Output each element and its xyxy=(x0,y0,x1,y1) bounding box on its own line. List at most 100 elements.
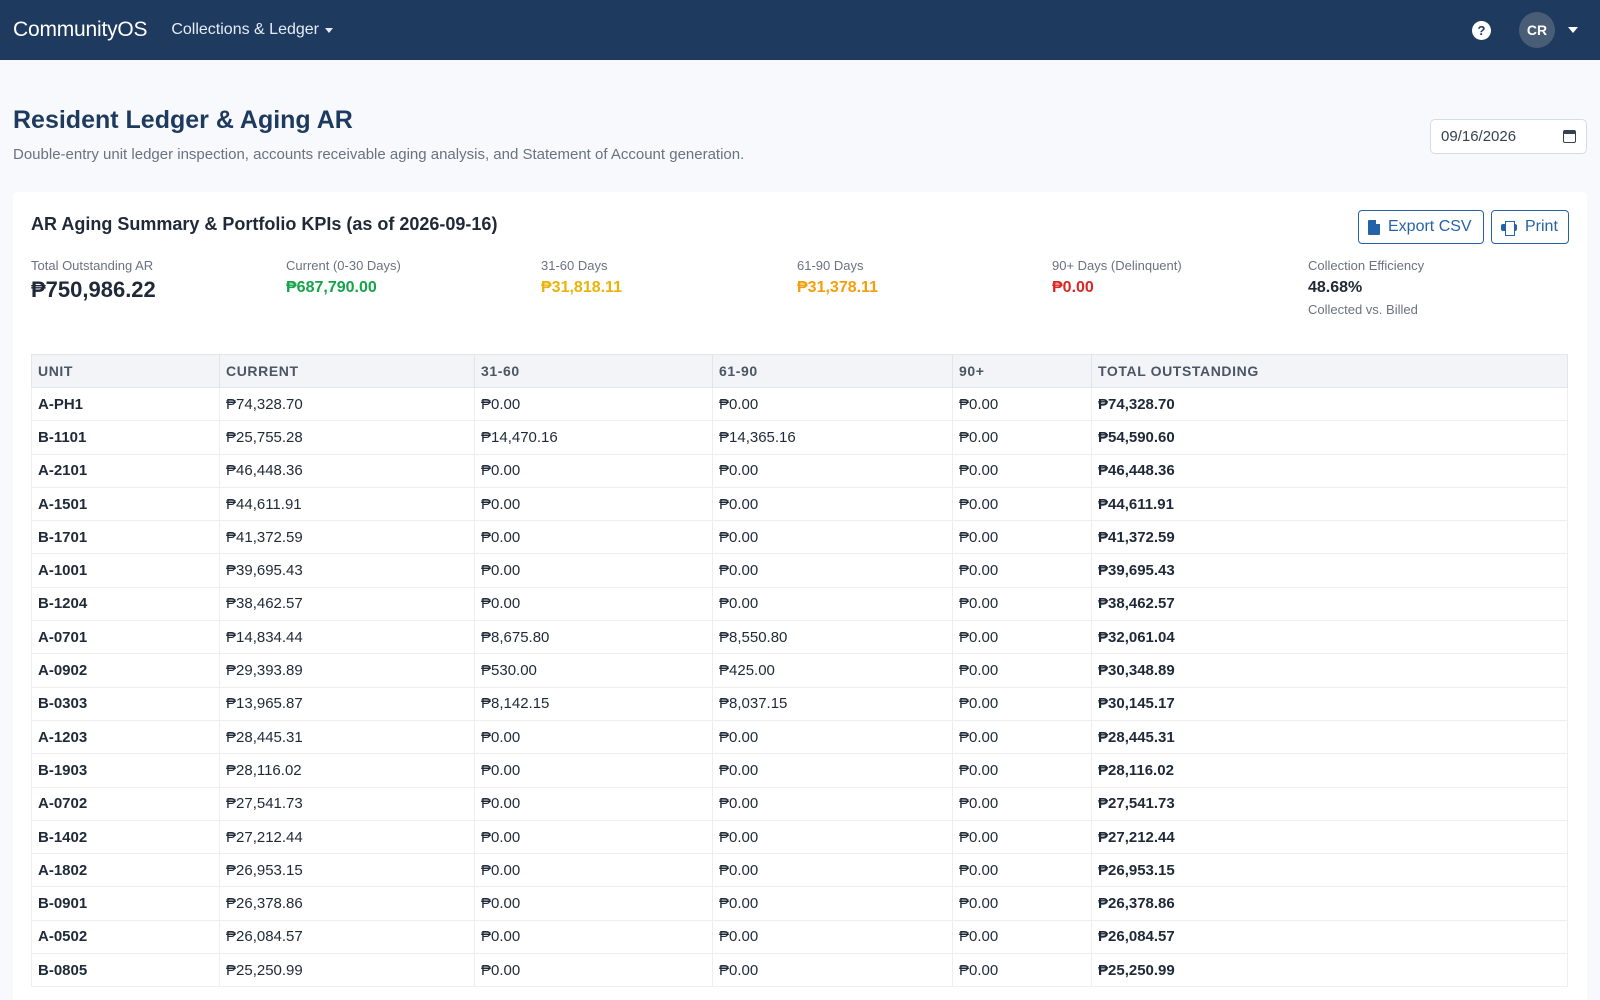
current-cell: ₱13,965.87 xyxy=(219,686,475,721)
days-90-plus-cell: ₱0.00 xyxy=(952,819,1092,855)
navbar-right: ? CR xyxy=(1472,0,1578,60)
days-31-60-cell: ₱0.00 xyxy=(474,819,713,855)
days-31-60-cell: ₱8,142.15 xyxy=(474,686,713,721)
kpi-value: ₱0.00 xyxy=(1052,279,1094,296)
table-row[interactable]: B-1903 ₱28,116.02 ₱0.00 ₱0.00 ₱0.00 ₱28,116.0… xyxy=(31,753,1568,788)
as-of-date-input[interactable]: 09/16/2026 xyxy=(1430,119,1587,154)
table-row[interactable]: B-1701 ₱41,372.59 ₱0.00 ₱0.00 ₱0.00 ₱41,372.5… xyxy=(31,520,1568,555)
calendar-icon[interactable] xyxy=(1563,130,1576,143)
current-cell: ₱26,953.15 xyxy=(219,853,475,888)
export-csv-button[interactable]: Export CSV xyxy=(1358,210,1484,244)
total-outstanding-cell: ₱74,328.70 xyxy=(1091,386,1568,422)
current-cell: ₱26,378.86 xyxy=(219,886,475,921)
unit-cell: A-0702 xyxy=(31,786,220,821)
column-header-61-90[interactable]: 61-90 xyxy=(712,354,953,388)
kpi-sub: Collected vs. Billed xyxy=(1308,302,1418,317)
table-row[interactable]: A-1203 ₱28,445.31 ₱0.00 ₱0.00 ₱0.00 ₱28,445.3… xyxy=(31,719,1568,755)
current-cell: ₱27,541.73 xyxy=(219,786,475,821)
days-31-60-cell: ₱0.00 xyxy=(474,786,713,821)
total-outstanding-cell: ₱26,953.15 xyxy=(1091,853,1568,888)
table-row[interactable]: A-0502 ₱26,084.57 ₱0.00 ₱0.00 ₱0.00 ₱26,084.5… xyxy=(31,919,1568,955)
page-title: Resident Ledger & Aging AR xyxy=(13,106,353,134)
total-outstanding-cell: ₱30,145.17 xyxy=(1091,686,1568,721)
days-90-plus-cell: ₱0.00 xyxy=(952,653,1092,688)
unit-cell: B-1701 xyxy=(31,520,220,555)
kpi-label: Collection Efficiency xyxy=(1308,258,1425,273)
days-61-90-cell: ₱0.00 xyxy=(712,386,953,422)
table-row[interactable]: B-1402 ₱27,212.44 ₱0.00 ₱0.00 ₱0.00 ₱27,212.4… xyxy=(31,819,1568,855)
unit-cell: A-PH1 xyxy=(31,386,220,422)
export-csv-label: Export CSV xyxy=(1388,218,1472,235)
current-cell: ₱14,834.44 xyxy=(219,620,475,655)
days-90-plus-cell: ₱0.00 xyxy=(952,453,1092,488)
days-61-90-cell: ₱0.00 xyxy=(712,486,953,522)
days-61-90-cell: ₱0.00 xyxy=(712,586,953,622)
avatar[interactable]: CR xyxy=(1519,12,1555,48)
print-label: Print xyxy=(1525,218,1558,235)
csv-file-icon xyxy=(1368,219,1380,235)
table-row[interactable]: A-0701 ₱14,834.44 ₱8,675.80 ₱8,550.80 ₱0.00 ₱… xyxy=(31,620,1568,655)
days-61-90-cell: ₱0.00 xyxy=(712,520,953,555)
unit-cell: B-0303 xyxy=(31,686,220,721)
kpi-value: ₱31,378.11 xyxy=(797,279,878,296)
days-61-90-cell: ₱8,037.15 xyxy=(712,686,953,721)
days-61-90-cell: ₱0.00 xyxy=(712,786,953,821)
days-90-plus-cell: ₱0.00 xyxy=(952,886,1092,921)
total-outstanding-cell: ₱25,250.99 xyxy=(1091,953,1568,988)
column-header-31-60[interactable]: 31-60 xyxy=(474,354,713,388)
days-31-60-cell: ₱0.00 xyxy=(474,753,713,788)
help-icon[interactable]: ? xyxy=(1472,20,1491,40)
days-90-plus-cell: ₱0.00 xyxy=(952,919,1092,955)
days-61-90-cell: ₱0.00 xyxy=(712,819,953,855)
unit-cell: A-2101 xyxy=(31,453,220,488)
summary-card-title: AR Aging Summary & Portfolio KPIs (as of… xyxy=(31,214,498,234)
current-cell: ₱25,755.28 xyxy=(219,420,475,455)
table-row[interactable]: B-1204 ₱38,462.57 ₱0.00 ₱0.00 ₱0.00 ₱38,462.5… xyxy=(31,586,1568,622)
current-cell: ₱27,212.44 xyxy=(219,819,475,855)
unit-cell: A-1802 xyxy=(31,853,220,888)
table-row[interactable]: A-1001 ₱39,695.43 ₱0.00 ₱0.00 ₱0.00 ₱39,695.4… xyxy=(31,553,1568,588)
current-cell: ₱44,611.91 xyxy=(219,486,475,522)
print-button[interactable]: Print xyxy=(1491,210,1569,244)
table-row[interactable]: A-1802 ₱26,953.15 ₱0.00 ₱0.00 ₱0.00 ₱26,953.1… xyxy=(31,853,1568,888)
days-61-90-cell: ₱0.00 xyxy=(712,719,953,755)
days-90-plus-cell: ₱0.00 xyxy=(952,786,1092,821)
table-row[interactable]: B-1101 ₱25,755.28 ₱14,470.16 ₱14,365.16 ₱0.0… xyxy=(31,420,1568,455)
unit-cell: A-1001 xyxy=(31,553,220,588)
days-90-plus-cell: ₱0.00 xyxy=(952,486,1092,522)
table-row[interactable]: A-2101 ₱46,448.36 ₱0.00 ₱0.00 ₱0.00 ₱46,448.3… xyxy=(31,453,1568,488)
total-outstanding-cell: ₱26,084.57 xyxy=(1091,919,1568,955)
total-outstanding-cell: ₱38,462.57 xyxy=(1091,586,1568,622)
days-61-90-cell: ₱0.00 xyxy=(712,553,953,588)
brand-logo[interactable]: CommunityOS xyxy=(13,18,148,41)
table-row[interactable]: B-0805 ₱25,250.99 ₱0.00 ₱0.00 ₱0.00 ₱25,250.9… xyxy=(31,953,1568,988)
table-row[interactable]: A-1501 ₱44,611.91 ₱0.00 ₱0.00 ₱0.00 ₱44,611.9… xyxy=(31,486,1568,522)
days-31-60-cell: ₱0.00 xyxy=(474,386,713,422)
unit-cell: A-0902 xyxy=(31,653,220,688)
table-row[interactable]: A-0702 ₱27,541.73 ₱0.00 ₱0.00 ₱0.00 ₱27,541.7… xyxy=(31,786,1568,821)
days-61-90-cell: ₱0.00 xyxy=(712,953,953,988)
column-header-current[interactable]: CURRENT xyxy=(219,354,475,388)
column-header-unit[interactable]: UNIT xyxy=(31,354,220,388)
table-row[interactable]: B-0303 ₱13,965.87 ₱8,142.15 ₱8,037.15 ₱0.00 ₱… xyxy=(31,686,1568,721)
table-header-row: UNIT CURRENT 31-60 61-90 90+ TOTAL OUTST… xyxy=(31,354,1568,388)
collections-ledger-menu[interactable]: Collections & Ledger xyxy=(171,21,333,39)
days-90-plus-cell: ₱0.00 xyxy=(952,586,1092,622)
current-cell: ₱39,695.43 xyxy=(219,553,475,588)
table-row[interactable]: A-PH1 ₱74,328.70 ₱0.00 ₱0.00 ₱0.00 ₱74,328.70 xyxy=(31,386,1568,422)
current-cell: ₱28,445.31 xyxy=(219,719,475,755)
days-31-60-cell: ₱0.00 xyxy=(474,520,713,555)
table-row[interactable]: A-0902 ₱29,393.89 ₱530.00 ₱425.00 ₱0.00 ₱30,3… xyxy=(31,653,1568,688)
unit-cell: B-1101 xyxy=(31,420,220,455)
column-header-total-outstanding[interactable]: TOTAL OUTSTANDING xyxy=(1091,354,1568,388)
table-row[interactable]: B-0901 ₱26,378.86 ₱0.00 ₱0.00 ₱0.00 ₱26,378.8… xyxy=(31,886,1568,921)
user-menu-chevron-down-icon[interactable] xyxy=(1568,27,1578,33)
current-cell: ₱46,448.36 xyxy=(219,453,475,488)
column-header-90-plus[interactable]: 90+ xyxy=(952,354,1092,388)
days-31-60-cell: ₱0.00 xyxy=(474,853,713,888)
total-outstanding-cell: ₱39,695.43 xyxy=(1091,553,1568,588)
days-90-plus-cell: ₱0.00 xyxy=(952,853,1092,888)
kpi-label: Current (0-30 Days) xyxy=(286,258,401,273)
total-outstanding-cell: ₱44,611.91 xyxy=(1091,486,1568,522)
total-outstanding-cell: ₱27,541.73 xyxy=(1091,786,1568,821)
